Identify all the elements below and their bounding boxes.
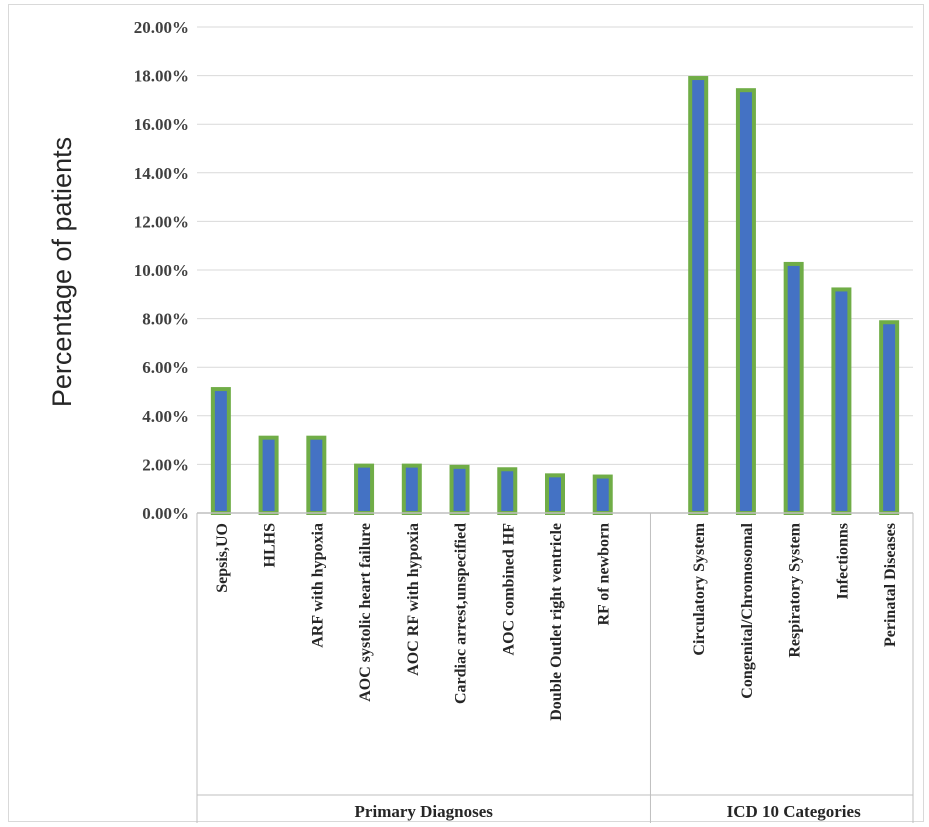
y-axis-title: Percentage of patients: [47, 137, 77, 407]
category-label: AOC RF with hypoxia: [405, 523, 422, 676]
category-label: Circulatory System: [691, 522, 708, 655]
gridlines: [197, 26, 913, 465]
category-label: RF of newborn: [596, 523, 613, 626]
y-tick-label: 6.00%: [142, 358, 189, 377]
bar: [306, 435, 327, 516]
bar: [258, 435, 279, 516]
bar: [688, 76, 709, 515]
y-tick-label: 18.00%: [134, 67, 189, 86]
bar: [879, 320, 900, 515]
category-label: AOC combined HF: [500, 523, 517, 656]
axes: [196, 512, 914, 823]
bar: [783, 261, 804, 515]
category-label: Congenital/Chromosomal: [739, 522, 756, 698]
bar: [497, 467, 518, 516]
y-tick-label: 0.00%: [142, 504, 189, 523]
y-tick-label: 16.00%: [134, 115, 189, 134]
bar: [735, 88, 756, 516]
category-label: HLHS: [262, 523, 279, 568]
group-label: ICD 10 Categories: [727, 802, 861, 821]
y-tick-label: 10.00%: [134, 261, 189, 280]
y-tick-label: 20.00%: [134, 18, 189, 37]
category-label: Cardiac arrest,unspecified: [453, 523, 470, 704]
chart-frame: 0.00% 2.00% 4.00% 6.00% 8.00% 10.00% 12.00% 14.…: [8, 4, 924, 823]
bar: [592, 474, 613, 515]
y-tick-label: 8.00%: [142, 310, 189, 329]
y-tick-label: 12.00%: [134, 212, 189, 231]
category-label: Double Outlet right ventricle: [548, 523, 565, 721]
category-label: ARF with hypoxia: [309, 523, 326, 648]
y-tick-label: 2.00%: [142, 455, 189, 474]
category-label: Respiratory System: [787, 522, 804, 657]
bar: [449, 464, 470, 515]
category-label: Infectionns: [834, 523, 851, 599]
bar: [354, 463, 375, 515]
category-label: Perinatal Diseases: [882, 523, 899, 647]
bar: [210, 387, 231, 516]
y-tick-label: 4.00%: [142, 407, 189, 426]
category-label: Sepsis,UO: [214, 523, 231, 593]
bar-chart: 0.00% 2.00% 4.00% 6.00% 8.00% 10.00% 12.00% 14.…: [47, 18, 914, 823]
category-label: AOC systolic heart failure: [357, 523, 374, 702]
labels: 0.00% 2.00% 4.00% 6.00% 8.00% 10.00% 12.00% 14.…: [134, 18, 899, 821]
group-label: Primary Diagnoses: [355, 802, 494, 821]
y-tick-label: 14.00%: [134, 164, 189, 183]
bar: [545, 473, 565, 515]
bar: [831, 287, 852, 515]
bars: [210, 76, 900, 516]
bar: [401, 463, 422, 515]
